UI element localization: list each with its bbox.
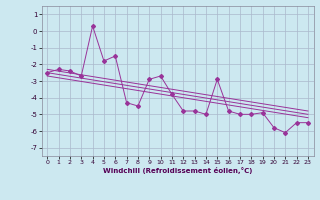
X-axis label: Windchill (Refroidissement éolien,°C): Windchill (Refroidissement éolien,°C) (103, 167, 252, 174)
